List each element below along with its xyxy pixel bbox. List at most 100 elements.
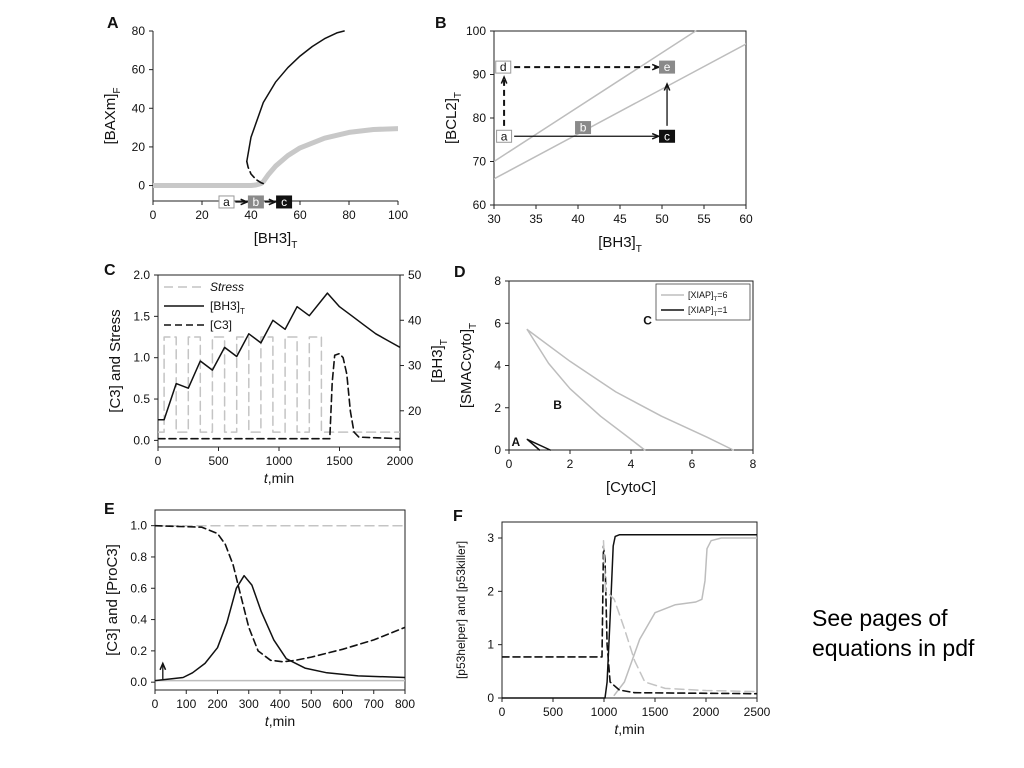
x-tick-label: 30 bbox=[487, 212, 501, 226]
state-box-label: a bbox=[501, 129, 508, 143]
y-tick-label: 80 bbox=[473, 111, 487, 125]
y-tick-label: 0.0 bbox=[133, 433, 150, 447]
x-tick-label: 500 bbox=[301, 697, 321, 711]
panel-letter: E bbox=[104, 501, 115, 518]
x-tick-label: 40 bbox=[571, 212, 585, 226]
panel-letter: F bbox=[453, 508, 463, 525]
panel-d: D 0 2 4 6 8 0 2 4 6 8 [CytoC] [SMACcyto]T A B C [XIAP]T=… bbox=[454, 264, 757, 496]
state-box-b bbox=[247, 195, 264, 209]
y-tick-label: 1.0 bbox=[133, 351, 150, 365]
panel-a: A 0 20 40 60 80 100 0 20 40 60 80 [BH3]T [BAXm]F a b c bbox=[102, 15, 408, 251]
legend-label: [XIAP]T=1 bbox=[688, 305, 727, 318]
x-axis-label: t,min bbox=[264, 470, 294, 486]
x-axis-label: t,min bbox=[614, 721, 644, 737]
plot-frame bbox=[493, 30, 747, 206]
y2-tick-label: 40 bbox=[408, 313, 422, 327]
x-axis-label: [BH3]T bbox=[598, 234, 642, 255]
y2-axis-label: [BH3]T bbox=[429, 339, 450, 383]
y-axis-label: [BCL2]T bbox=[443, 92, 464, 144]
y-tick-label: 60 bbox=[473, 198, 487, 212]
x-tick-label: 200 bbox=[207, 697, 227, 711]
x-tick-label: 50 bbox=[655, 212, 669, 226]
y-tick-label: 0 bbox=[487, 691, 494, 705]
y-tick-label: 100 bbox=[466, 24, 486, 38]
state-box-label: a bbox=[223, 195, 230, 209]
region-label: B bbox=[553, 398, 562, 412]
x-tick-label: 40 bbox=[244, 208, 258, 222]
legend-label: [XIAP]T=6 bbox=[688, 290, 727, 303]
arrow-head bbox=[500, 75, 508, 84]
series-group bbox=[526, 328, 734, 451]
arrow-head bbox=[240, 198, 250, 206]
series-line-4 bbox=[155, 574, 405, 682]
x-tick-label: 0 bbox=[152, 697, 159, 711]
x-tick-label: 500 bbox=[208, 454, 228, 468]
state-box-d bbox=[495, 60, 512, 74]
state-box-b bbox=[575, 121, 592, 135]
y-axis-label: [C3] and Stress bbox=[107, 309, 124, 412]
x-tick-label: 600 bbox=[332, 697, 352, 711]
y-tick-label: 0 bbox=[138, 179, 145, 193]
x-tick-label: 2500 bbox=[744, 705, 771, 719]
y-axis-label: [SMACcyto]T bbox=[458, 323, 479, 408]
x-tick-label: 60 bbox=[293, 208, 307, 222]
x-tick-label: 2000 bbox=[693, 705, 720, 719]
plot-frame bbox=[157, 274, 401, 448]
series-group bbox=[158, 292, 400, 440]
series-line-3 bbox=[502, 545, 757, 695]
arrow-head bbox=[268, 198, 278, 206]
series-group bbox=[153, 30, 398, 188]
y-tick-label: 3 bbox=[487, 531, 494, 545]
panel-c: C 0 500 1000 1500 2000 0.0 0.5 1.0 1.5 2.0 20 30 40 50… bbox=[104, 262, 450, 486]
x-tick-label: 20 bbox=[195, 208, 209, 222]
y-tick-label: 60 bbox=[132, 63, 146, 77]
y-tick-label: 1.5 bbox=[133, 309, 150, 323]
series-line-4 bbox=[246, 160, 265, 185]
state-box-c bbox=[276, 195, 293, 209]
note-line-2: equations in pdf bbox=[812, 635, 975, 661]
y-tick-label: 2.0 bbox=[133, 268, 150, 282]
state-box-label: c bbox=[664, 129, 670, 143]
series-line-1 bbox=[502, 534, 757, 699]
y-tick-label: 0.2 bbox=[130, 644, 147, 658]
panel-letter: C bbox=[104, 262, 116, 279]
y-tick-label: 70 bbox=[473, 155, 487, 169]
arrow-head bbox=[159, 661, 167, 671]
x-tick-label: 0 bbox=[499, 705, 506, 719]
y2-tick-label: 20 bbox=[408, 404, 422, 418]
y-tick-label: 2 bbox=[487, 584, 494, 598]
y-tick-label: 0.8 bbox=[130, 550, 147, 564]
x-tick-label: 8 bbox=[750, 457, 757, 471]
equations-note: See pages of equations in pdf bbox=[812, 603, 974, 663]
x-tick-label: 1000 bbox=[591, 705, 618, 719]
series-line-2 bbox=[526, 328, 646, 451]
y-tick-label: 8 bbox=[494, 274, 501, 288]
arrow-head bbox=[651, 132, 661, 140]
x-tick-label: 0 bbox=[155, 454, 162, 468]
legend-label: Stress bbox=[210, 280, 244, 294]
x-tick-label: 300 bbox=[239, 697, 259, 711]
x-tick-label: 100 bbox=[176, 697, 196, 711]
x-tick-label: 4 bbox=[628, 457, 635, 471]
panel-b: B 30 35 40 45 50 55 60 60 70 80 90 100 [BH3]T [BCL2]T d… bbox=[435, 15, 753, 255]
x-tick-label: 2 bbox=[567, 457, 574, 471]
y-tick-label: 2 bbox=[494, 401, 501, 415]
series-line-1 bbox=[153, 127, 398, 187]
x-tick-label: 800 bbox=[395, 697, 415, 711]
y-tick-label: 20 bbox=[132, 140, 146, 154]
series-line-3 bbox=[526, 438, 551, 451]
x-tick-label: 0 bbox=[150, 208, 157, 222]
legend-label: [BH3]T bbox=[210, 299, 245, 316]
state-box-label: b bbox=[580, 121, 587, 135]
panel-f: F 0 500 1000 1500 2000 2500 0 1 2 3 t,min [p53helper… bbox=[453, 508, 771, 737]
x-tick-label: 0 bbox=[506, 457, 513, 471]
x-tick-label: 2000 bbox=[387, 454, 414, 468]
state-box-label: c bbox=[281, 195, 287, 209]
plot-frame bbox=[154, 509, 406, 691]
x-tick-label: 6 bbox=[689, 457, 696, 471]
x-tick-label: 500 bbox=[543, 705, 563, 719]
y2-tick-label: 30 bbox=[408, 359, 422, 373]
series-line-3 bbox=[158, 352, 400, 440]
region-label: A bbox=[511, 435, 520, 449]
region-label: C bbox=[643, 313, 652, 327]
